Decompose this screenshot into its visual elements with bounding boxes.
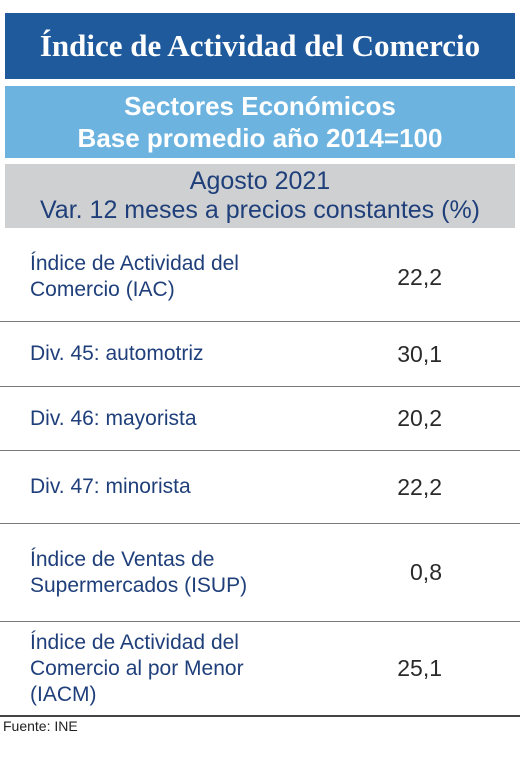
row-label: Índice de Actividad del Comercio (IAC) bbox=[30, 252, 239, 301]
row-value: 20,2 bbox=[397, 405, 442, 431]
row-value: 22,2 bbox=[397, 263, 442, 290]
row-value: 30,1 bbox=[397, 340, 442, 367]
table-row: Div. 47: minorista 22,2 bbox=[0, 451, 520, 524]
row-label: Div. 46: mayorista bbox=[30, 406, 197, 430]
table-row: Índice de Ventas de Supermercados (ISUP)… bbox=[0, 524, 520, 622]
page-title: Índice de Actividad del Comercio bbox=[5, 13, 515, 79]
row-value: 22,2 bbox=[397, 473, 442, 500]
period-line-1: Agosto 2021 bbox=[189, 167, 331, 195]
row-label: Div. 45: automotriz bbox=[30, 342, 204, 365]
table-row: Div. 45: automotriz 30,1 bbox=[0, 322, 520, 387]
subtitle-banner: Sectores Económicos Base promedio año 20… bbox=[5, 86, 515, 158]
table-row: Índice de Actividad del Comercio (IAC) 2… bbox=[0, 233, 520, 322]
row-value: 25,1 bbox=[397, 655, 442, 681]
period-line-2: Var. 12 meses a precios constantes (%) bbox=[39, 196, 480, 224]
subtitle-line-2: Base promedio año 2014=100 bbox=[77, 123, 443, 153]
table-row: Índice de Actividad del Comercio al por … bbox=[0, 622, 520, 717]
row-label: Div. 47: minorista bbox=[30, 475, 191, 498]
row-label: Índice de Ventas de Supermercados (ISUP) bbox=[30, 547, 248, 597]
source-note: Fuente: INE bbox=[3, 718, 78, 734]
subtitle-line-1: Sectores Económicos bbox=[124, 91, 396, 121]
row-label: Índice de Actividad del Comercio al por … bbox=[30, 630, 244, 706]
title-text: Índice de Actividad del Comercio bbox=[39, 28, 481, 63]
row-value: 0,8 bbox=[410, 559, 442, 585]
period-banner: Agosto 2021 Var. 12 meses a precios cons… bbox=[5, 164, 515, 228]
table-row: Div. 46: mayorista 20,2 bbox=[0, 387, 520, 451]
